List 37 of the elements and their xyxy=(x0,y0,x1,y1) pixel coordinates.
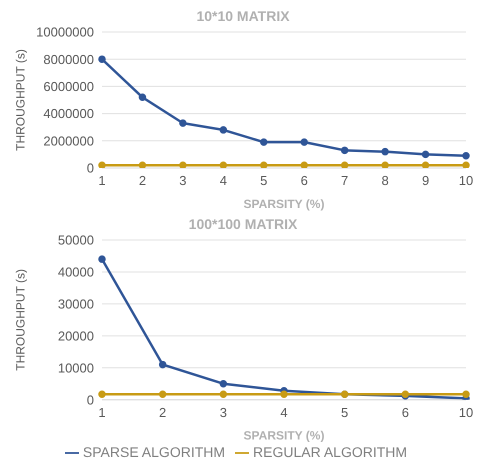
x-axis-title: SPARSITY (%) xyxy=(244,428,324,443)
chart-title: 10*10 MATRIX xyxy=(195,8,291,26)
x-tick-label: 3 xyxy=(179,173,187,188)
x-tick-label: 4 xyxy=(280,404,288,420)
x-tick-label: 10 xyxy=(458,404,474,420)
y-tick-label: 0 xyxy=(86,392,94,408)
chart-title: 100*100 MATRIX xyxy=(188,216,298,234)
x-tick-label: 1 xyxy=(98,173,106,188)
x-tick-label: 7 xyxy=(341,173,348,188)
y-tick-label: 2000000 xyxy=(43,133,94,148)
x-tick-label: 8 xyxy=(381,173,389,188)
y-tick-label: 50000 xyxy=(58,232,94,248)
y-tick-label: 4000000 xyxy=(43,106,94,122)
y-tick-label: 10000 xyxy=(58,360,94,376)
legend-label: REGULAR ALGORITHM xyxy=(253,444,408,460)
x-tick-label: 10 xyxy=(458,173,474,188)
x-tick-label: 5 xyxy=(341,404,348,420)
x-tick-label: 3 xyxy=(220,404,227,420)
y-tick-label: 20000 xyxy=(58,328,94,344)
x-tick-label: 6 xyxy=(300,173,308,188)
x-tick-label: 9 xyxy=(422,173,430,188)
x-tick-label: 2 xyxy=(138,173,146,188)
x-tick-label: 5 xyxy=(260,173,268,188)
x-axis-title: SPARSITY (%) xyxy=(244,197,324,211)
legend-label: SPARSE ALGORITHM xyxy=(82,444,226,460)
y-tick-label: 30000 xyxy=(58,296,94,312)
y-tick-label: 8000000 xyxy=(43,52,94,67)
x-tick-label: 1 xyxy=(98,404,106,420)
y-tick-label: 40000 xyxy=(58,264,94,280)
x-tick-label: 2 xyxy=(159,404,166,420)
x-tick-label: 6 xyxy=(402,404,409,420)
y-tick-label: 0 xyxy=(86,160,94,176)
y-axis-title: THROUGHPUT (s) xyxy=(13,268,28,371)
y-axis-title: THROUGHPUT (s) xyxy=(13,49,28,151)
y-tick-label: 10000000 xyxy=(36,24,94,40)
y-tick-label: 6000000 xyxy=(43,79,94,94)
x-tick-label: 4 xyxy=(220,173,227,188)
